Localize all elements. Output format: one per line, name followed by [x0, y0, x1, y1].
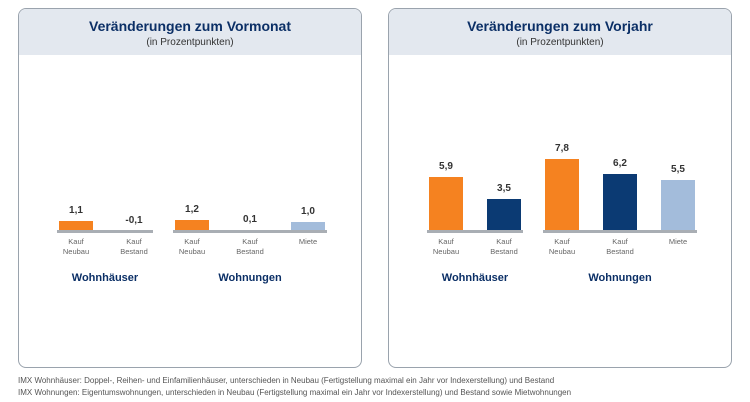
- value-label: 6,2: [613, 157, 627, 169]
- chart-title: Veränderungen zum Vorjahr: [467, 18, 653, 34]
- group-label: Wohnhäuser: [71, 272, 139, 284]
- baseline: [543, 230, 697, 233]
- baseline: [427, 230, 523, 233]
- header-band: [389, 9, 731, 55]
- category-label: Kauf Bestand: [490, 237, 518, 256]
- chart-title: Veränderungen zum Vormonat: [89, 18, 291, 34]
- chart-panel: Veränderungen zum Vormonat (in Prozentpun…: [18, 8, 362, 368]
- value-label: 1,1: [69, 204, 83, 216]
- bar: [545, 159, 579, 231]
- bar: [487, 198, 521, 231]
- category-label: Kauf Neubau: [548, 237, 576, 256]
- category-label: Miete: [668, 237, 688, 246]
- category-label: Miete: [298, 237, 318, 246]
- group-label: Wohnungen: [588, 272, 652, 284]
- baseline: [57, 230, 153, 233]
- value-label: 3,5: [497, 182, 511, 194]
- category-label: Kauf Neubau: [62, 237, 90, 256]
- category-label: Kauf Bestand: [606, 237, 634, 256]
- baseline: [173, 230, 327, 233]
- category-label: Kauf Neubau: [432, 237, 460, 256]
- bar: [429, 176, 463, 231]
- bar: [59, 220, 93, 231]
- category-label: Kauf Bestand: [120, 237, 148, 256]
- group-label: Wohnhäuser: [441, 272, 509, 284]
- bar: [661, 180, 695, 231]
- bar: [603, 173, 637, 231]
- chart-subtitle: (in Prozentpunkten): [516, 37, 604, 48]
- header-band: [19, 9, 361, 55]
- value-label: 5,5: [671, 164, 685, 176]
- chart-panel: Veränderungen zum Vorjahr (in Prozentpunk…: [388, 8, 732, 368]
- value-label: 5,9: [439, 160, 453, 172]
- footnote: IMX Wohnhäuser: Doppel-, Reihen- und Ein…: [18, 376, 555, 385]
- value-label: -0,1: [125, 215, 143, 226]
- value-label: 7,8: [555, 143, 569, 155]
- value-label: 0,1: [243, 214, 257, 226]
- value-label: 1,2: [185, 203, 199, 215]
- category-label: Kauf Neubau: [178, 237, 206, 256]
- chart-subtitle: (in Prozentpunkten): [146, 37, 234, 48]
- group-label: Wohnungen: [218, 272, 282, 284]
- bar: [175, 219, 209, 231]
- category-label: Kauf Bestand: [236, 237, 264, 256]
- footnote: IMX Wohnungen: Eigentumswohnungen, unter…: [18, 388, 572, 397]
- value-label: 1,0: [301, 205, 315, 217]
- bar: [291, 221, 325, 231]
